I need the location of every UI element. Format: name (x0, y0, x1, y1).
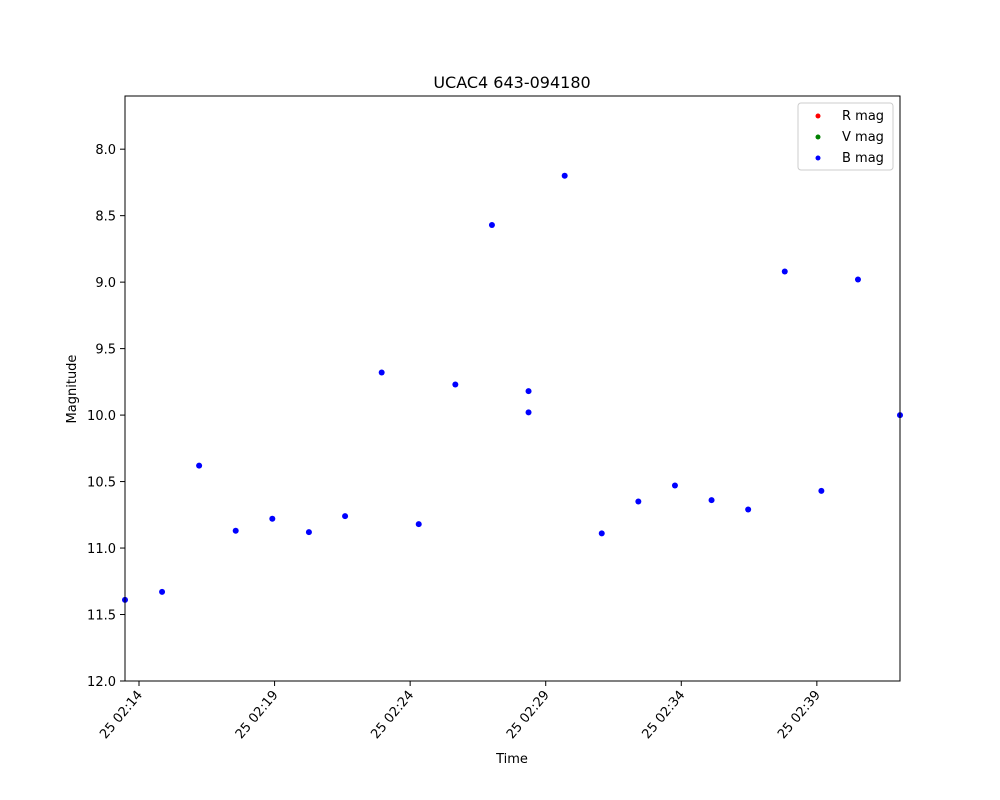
y-axis-label: Magnitude (65, 355, 80, 424)
data-point (159, 588, 166, 595)
x-tick-label: 25 02:34 (639, 688, 688, 742)
legend-marker (815, 113, 821, 119)
data-point (525, 409, 532, 416)
axis-ticks: 25 02:14 25 02:19 25 02:24 25 02:29 25 02:34… (87, 143, 824, 742)
x-tick-label: 25 02:39 (775, 688, 824, 742)
data-point (525, 388, 532, 395)
x-tick-label: 25 02:14 (97, 688, 146, 742)
data-points (122, 172, 903, 603)
plot-frame (124, 95, 901, 682)
x-tick-label: 25 02:24 (368, 688, 417, 742)
y-tick-label: 10.0 (87, 409, 116, 424)
legend-box (797, 102, 894, 171)
legend-marker (815, 155, 821, 161)
data-point (598, 530, 605, 537)
legend-label: V mag (842, 130, 884, 145)
x-axis-label: Time (495, 752, 528, 767)
y-tick-label: 11.0 (87, 542, 116, 557)
y-tick-label: 9.5 (95, 343, 116, 358)
data-point (269, 515, 276, 522)
y-tick-label: 10.5 (87, 476, 116, 491)
data-point (415, 521, 422, 528)
data-point (854, 276, 861, 283)
data-point (745, 506, 752, 513)
y-tick-label: 11.5 (87, 609, 116, 624)
legend: R mag V mag B mag (797, 102, 894, 171)
legend-label: B mag (842, 151, 884, 166)
legend-marker (815, 134, 821, 140)
data-point (232, 527, 239, 534)
data-point (378, 369, 385, 376)
y-tick-label: 12.0 (87, 675, 116, 690)
data-point (452, 381, 459, 388)
y-tick-label: 8.5 (95, 210, 116, 225)
data-point (635, 498, 642, 505)
data-point (818, 487, 825, 494)
data-point (671, 482, 678, 489)
data-point (708, 497, 715, 504)
x-tick-label: 25 02:19 (233, 688, 282, 742)
data-point (488, 221, 495, 228)
x-tick-label: 25 02:29 (504, 688, 553, 742)
legend-label: R mag (842, 109, 884, 124)
y-tick-label: 9.0 (95, 276, 116, 291)
y-tick-label: 8.0 (95, 143, 116, 158)
data-point (342, 513, 349, 520)
data-point (196, 462, 203, 469)
data-point (781, 268, 788, 275)
data-point (305, 529, 312, 536)
data-point (561, 172, 568, 179)
chart-title: UCAC4 643-094180 (433, 73, 590, 92)
